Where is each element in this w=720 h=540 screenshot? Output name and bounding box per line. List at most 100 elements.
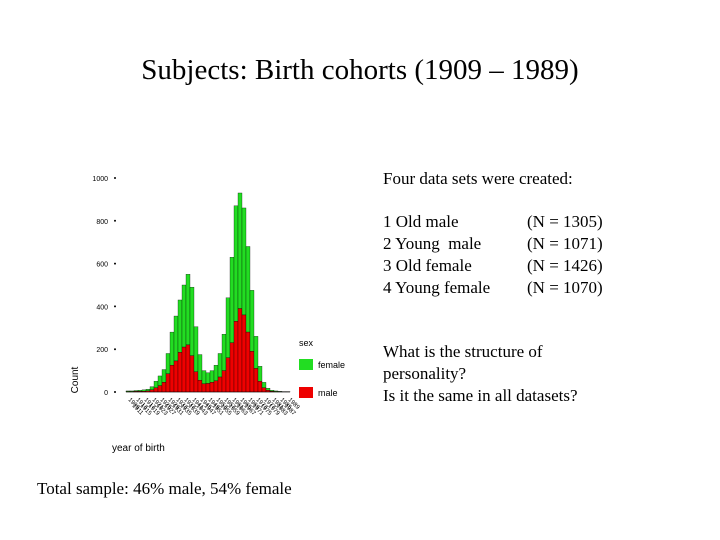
bar-male-1963 (233, 321, 239, 393)
legend-label-male: male (318, 388, 338, 398)
bar-group (125, 192, 291, 393)
bar-male-1937 (181, 346, 187, 393)
bar-male-1933 (173, 360, 179, 393)
bar-male-1945 (197, 380, 203, 393)
dataset-row: 3 Old female (N = 1426) (383, 255, 713, 277)
y-tick-label: 0 (104, 390, 108, 397)
dataset-list: 1 Old male (N = 1305) 2 Young male (N = … (383, 211, 713, 299)
slide-title: Subjects: Birth cohorts (1909 – 1989) (141, 54, 579, 86)
y-tick-label: 1000 (92, 176, 108, 183)
bar-male-1965 (237, 308, 243, 393)
bar-male-1975 (257, 381, 263, 393)
bar-female-1955 (217, 353, 223, 378)
y-tick-label: 400 (96, 304, 108, 311)
bar-male-1941 (189, 355, 195, 393)
dataset-count: (N = 1071) (527, 234, 603, 253)
bar-male-1929 (165, 373, 171, 393)
y-tick-mark (114, 391, 116, 393)
y-tick-mark (114, 177, 116, 179)
bar-female-1915 (137, 390, 143, 392)
bar-male-1925 (157, 385, 163, 393)
bar-male-1973 (253, 368, 259, 393)
bar-female-1943 (193, 326, 199, 372)
x-axis-label: year of birth (112, 443, 165, 454)
bar-male-1971 (249, 351, 255, 393)
bar-male-1939 (185, 344, 191, 393)
bar-female-1945 (197, 354, 203, 381)
dataset-row: 4 Young female (N = 1070) (383, 277, 713, 299)
y-tick-mark (114, 262, 116, 265)
bar-male-1955 (217, 376, 223, 393)
sample-composition-note: Total sample: 46% male, 54% female (37, 479, 292, 498)
y-axis-label: Count (70, 366, 81, 393)
bar-male-1969 (245, 331, 251, 393)
bar-male-1949 (205, 383, 211, 393)
y-tick-label: 600 (96, 262, 108, 269)
y-tick-label: 200 (96, 347, 108, 354)
legend-title: sex (299, 338, 314, 348)
question-line: Is it the same in all datasets? (383, 386, 578, 405)
y-tick-mark (114, 348, 116, 351)
bar-female-1925 (157, 375, 163, 386)
dataset-count: (N = 1305) (527, 212, 603, 231)
y-tick-mark (114, 305, 116, 308)
bar-male-1961 (229, 342, 235, 393)
bar-male-1951 (209, 382, 215, 393)
bar-male-1959 (225, 357, 231, 393)
bar-female-1921 (149, 386, 155, 391)
bar-female-1951 (209, 370, 215, 383)
info-panel: Four data sets were created: 1 Old male … (383, 168, 713, 407)
legend-label-female: female (318, 360, 345, 370)
bar-female-1975 (257, 366, 263, 382)
bar-female-1919 (145, 389, 151, 392)
datasets-heading: Four data sets were created: (383, 169, 573, 188)
bar-female-1935 (177, 299, 183, 353)
bar-male-1953 (213, 380, 219, 393)
bar-female-1941 (189, 286, 195, 356)
dataset-row: 2 Young male (N = 1071) (383, 233, 713, 255)
bar-female-1937 (181, 284, 187, 348)
bar-female-1979 (265, 387, 271, 391)
dataset-name: 3 Old female (383, 256, 472, 275)
question-line: personality? (383, 364, 467, 383)
bar-female-1933 (173, 315, 179, 362)
bar-male-1935 (177, 352, 183, 393)
research-question: What is the structure of personality? Is… (383, 341, 713, 407)
dataset-name: 1 Old male (383, 212, 459, 231)
birth-cohort-chart: 0 200 400 600 800 1000 1909191119131915191719… (70, 176, 345, 454)
x-axis: 1909191119131915191719191921192319251927… (126, 391, 301, 417)
bar-female-1931 (169, 331, 175, 366)
bar-female-1917 (141, 389, 147, 392)
dataset-count: (N = 1426) (527, 256, 603, 275)
bar-male-1931 (169, 365, 175, 393)
bar-female-1957 (221, 334, 227, 371)
bar-female-1923 (153, 381, 159, 388)
bar-female-1967 (241, 207, 247, 316)
y-axis: 0 200 400 600 800 1000 (92, 176, 116, 397)
bar-female-1963 (233, 205, 239, 322)
bar-female-1969 (245, 246, 251, 333)
bar-female-1961 (229, 257, 235, 343)
bar-female-1973 (253, 336, 259, 369)
dataset-name: 4 Young female (383, 278, 491, 297)
legend-swatch-male (299, 387, 313, 398)
y-tick-label: 800 (96, 219, 108, 226)
bar-male-1967 (241, 314, 247, 393)
bar-female-1949 (205, 372, 211, 384)
question-line: What is the structure of (383, 342, 543, 361)
bar-male-1977 (261, 387, 267, 393)
bar-female-1977 (261, 382, 267, 388)
bar-female-1971 (249, 290, 255, 352)
bar-female-1965 (237, 192, 243, 309)
dataset-row: 1 Old male (N = 1305) (383, 211, 713, 233)
bar-female-1929 (165, 353, 171, 374)
bar-male-1921 (149, 389, 155, 393)
bar-male-1979 (265, 390, 271, 393)
bar-male-1927 (161, 382, 167, 393)
legend-swatch-female (299, 359, 313, 370)
bar-male-1923 (153, 387, 159, 393)
y-tick-mark (114, 219, 116, 222)
bar-female-1939 (185, 274, 191, 346)
bar-female-1981 (269, 390, 275, 392)
bar-female-1953 (213, 365, 219, 382)
